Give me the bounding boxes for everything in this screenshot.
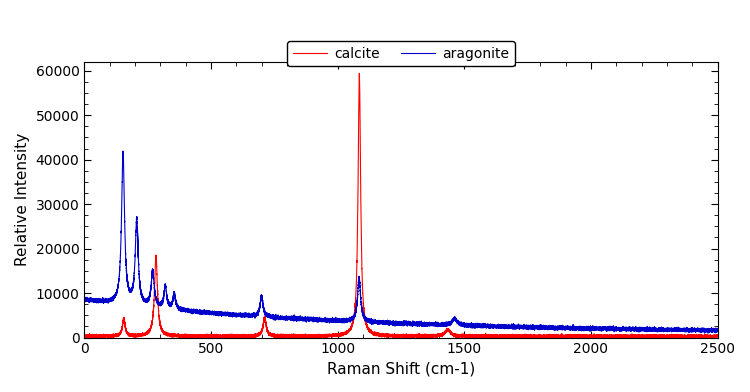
Line: aragonite: aragonite [84, 151, 718, 333]
aragonite [704, 331, 712, 336]
calcite [537, 335, 546, 339]
aragonite [294, 319, 303, 323]
calcite [294, 334, 303, 339]
calcite [517, 334, 526, 338]
aragonite [598, 327, 607, 331]
calcite [713, 334, 722, 338]
aragonite [275, 316, 284, 320]
calcite [275, 333, 284, 338]
calcite [598, 333, 607, 338]
aragonite [80, 298, 88, 303]
Legend: calcite, aragonite: calcite, aragonite [287, 41, 514, 66]
calcite [290, 333, 299, 338]
X-axis label: Raman Shift (cm-1): Raman Shift (cm-1) [327, 362, 475, 377]
aragonite [290, 316, 299, 321]
aragonite [118, 149, 128, 153]
Y-axis label: Relative Intensity: Relative Intensity [15, 133, 30, 266]
calcite [80, 334, 88, 338]
aragonite [517, 325, 526, 330]
Line: calcite: calcite [84, 73, 718, 338]
calcite [82, 335, 91, 340]
aragonite [537, 324, 546, 329]
calcite [355, 71, 364, 76]
aragonite [713, 327, 722, 332]
